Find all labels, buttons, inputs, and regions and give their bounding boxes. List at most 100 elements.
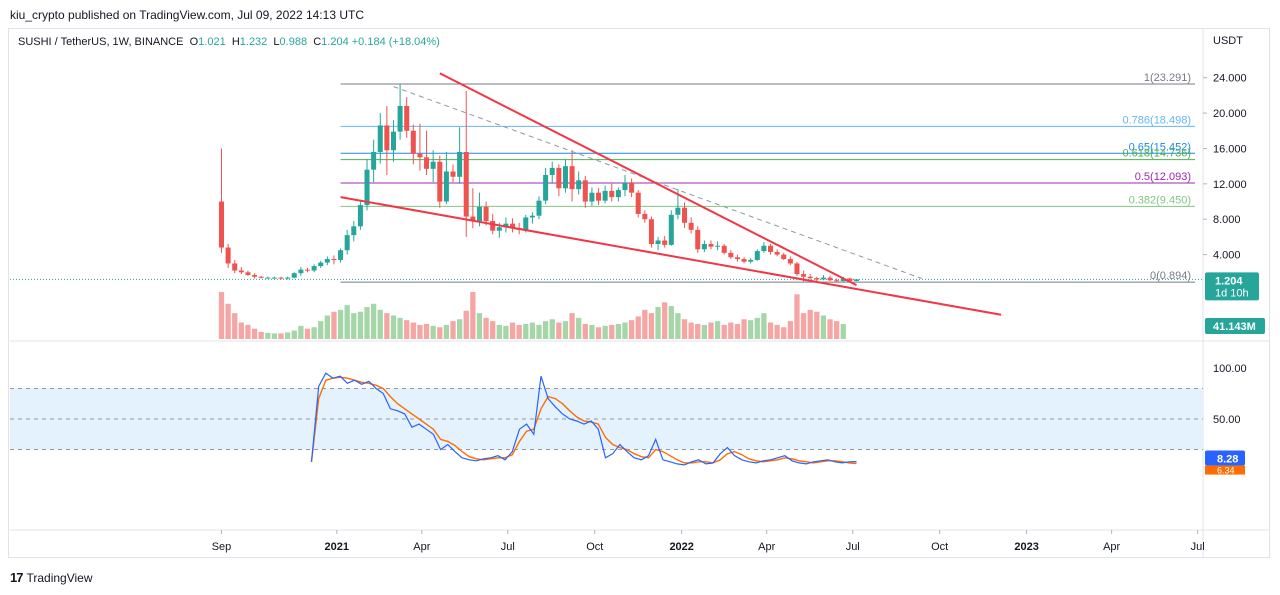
candle-body xyxy=(410,130,416,154)
candle-body xyxy=(490,221,496,231)
candle-body xyxy=(576,180,582,190)
volume-bar xyxy=(820,315,827,339)
candle-body xyxy=(794,263,800,275)
volume-bar xyxy=(410,322,416,339)
volume-bar xyxy=(754,317,760,339)
stoch-k-line xyxy=(310,372,857,466)
candle-body xyxy=(543,175,549,201)
candle-body xyxy=(609,190,615,198)
candle-body xyxy=(430,161,436,169)
candle-body xyxy=(642,213,648,220)
candle-body xyxy=(476,206,482,221)
low-value: 0.988 xyxy=(279,36,308,48)
candle-body xyxy=(847,278,853,281)
candle-body xyxy=(556,167,562,189)
candle-body xyxy=(311,266,317,271)
time-tick-label: Apr xyxy=(1103,541,1120,553)
candle-body xyxy=(437,161,443,202)
candle-body xyxy=(807,276,813,279)
candle-body xyxy=(496,227,502,231)
volume-badge-value: 41.143M xyxy=(1213,321,1256,333)
volume-bar xyxy=(602,325,608,339)
price-badge-value: 1.204 xyxy=(1215,275,1243,287)
candle-body xyxy=(344,235,350,251)
time-tick-label: Jul xyxy=(846,541,860,553)
fib-level-label: 0.382(9.450) xyxy=(1129,194,1191,206)
volume-bar xyxy=(218,292,225,339)
candle-body xyxy=(728,252,734,258)
candle-body xyxy=(615,190,621,198)
volume-bar xyxy=(741,319,747,339)
candle-body xyxy=(523,217,529,230)
stoch-k-value: 8.28 xyxy=(1217,454,1238,466)
volume-bar xyxy=(840,323,846,339)
candle-body xyxy=(384,125,390,151)
time-tick-label: Oct xyxy=(931,541,948,553)
volume-bar xyxy=(662,302,668,339)
high-value: 1.232 xyxy=(239,36,268,48)
candle-body xyxy=(424,157,430,169)
candle-body xyxy=(291,273,297,278)
volume-bar xyxy=(291,330,297,339)
volume-bar xyxy=(642,309,648,339)
upper-wedge-trendline[interactable] xyxy=(439,72,857,287)
volume-bar xyxy=(615,323,622,339)
tradingview-brand[interactable]: 17 TradingView xyxy=(10,570,93,585)
volume-bar xyxy=(668,306,674,339)
volume-bar xyxy=(734,323,741,339)
volume-bar xyxy=(476,313,483,339)
lower-wedge-trendline[interactable] xyxy=(340,196,1002,316)
volume-bar xyxy=(622,322,628,339)
candle-body xyxy=(304,269,311,271)
volume-bar xyxy=(364,307,370,339)
candle-body xyxy=(377,125,383,152)
candle-body xyxy=(834,280,840,282)
candle-body xyxy=(351,226,357,236)
volume-bar xyxy=(728,322,734,339)
price-tick-label: 4.000 xyxy=(1213,250,1241,262)
candle-body xyxy=(238,270,244,273)
candle-body xyxy=(662,240,668,245)
volume-bar xyxy=(503,325,509,339)
candle-body xyxy=(529,215,535,218)
volume-bar xyxy=(304,328,311,339)
candle-body xyxy=(715,245,721,247)
volume-bar xyxy=(225,303,231,339)
candle-body xyxy=(265,277,271,279)
candle-body xyxy=(450,171,456,177)
time-tick-label: Sep xyxy=(212,541,232,553)
volume-bar xyxy=(569,313,575,339)
volume-bar xyxy=(714,321,721,339)
volume-bar xyxy=(423,323,430,339)
brand-label: TradingView xyxy=(26,570,93,585)
volume-bar xyxy=(827,319,833,339)
volume-bar xyxy=(761,313,767,339)
volume-bar xyxy=(648,313,655,339)
time-tick-label: Apr xyxy=(758,541,775,553)
candle-body xyxy=(536,200,542,216)
volume-bar xyxy=(384,313,390,339)
volume-bar xyxy=(351,313,357,339)
candle-body xyxy=(404,106,410,131)
candle-body xyxy=(463,152,469,217)
close-value: 1.204 xyxy=(321,36,349,48)
volume-bar xyxy=(516,324,522,339)
volume-bar xyxy=(609,324,615,339)
candle-body xyxy=(225,247,231,264)
candle-body xyxy=(682,207,688,223)
time-tick-label: Apr xyxy=(413,541,430,553)
candle-body xyxy=(622,182,628,191)
volume-bar xyxy=(509,322,516,339)
candle-body xyxy=(258,276,264,278)
dashed-trendline[interactable] xyxy=(393,86,922,279)
candle-body xyxy=(721,245,727,253)
candle-body xyxy=(390,131,396,151)
volume-bar xyxy=(324,315,330,339)
candle-body xyxy=(814,278,820,280)
volume-bar xyxy=(681,319,688,339)
volume-bar xyxy=(781,327,787,339)
candle-body xyxy=(853,279,860,281)
price-tick-label: 20.000 xyxy=(1213,108,1247,120)
volume-bar xyxy=(470,292,476,339)
